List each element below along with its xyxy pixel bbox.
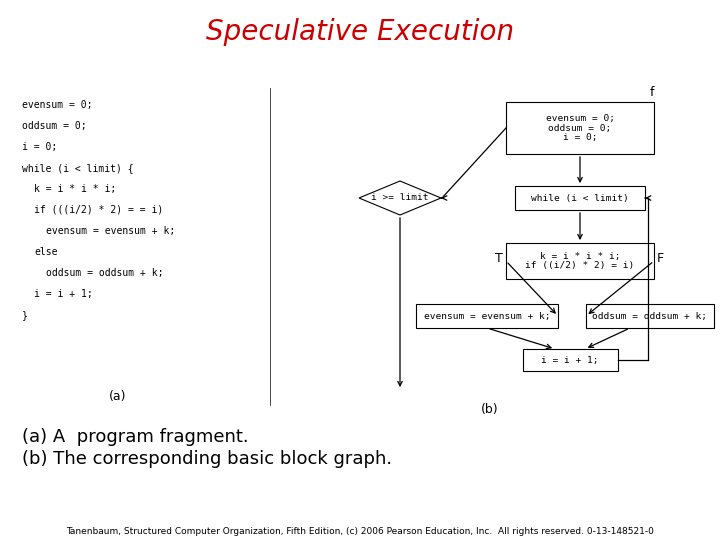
Text: oddsum = 0;: oddsum = 0; [22, 121, 86, 131]
Text: f: f [649, 86, 654, 99]
Text: Speculative Execution: Speculative Execution [206, 18, 514, 46]
Text: oddsum = oddsum + k;: oddsum = oddsum + k; [593, 312, 708, 321]
Text: oddsum = oddsum + k;: oddsum = oddsum + k; [46, 268, 163, 278]
Text: evensum = 0;: evensum = 0; [22, 100, 92, 110]
Text: i = i + 1;: i = i + 1; [541, 355, 599, 364]
Bar [506, 243, 654, 279]
Bar [416, 304, 558, 328]
Text: i = 0;: i = 0; [22, 142, 58, 152]
Text: oddsum = 0;: oddsum = 0; [549, 124, 611, 132]
Text: evensum = 0;: evensum = 0; [546, 114, 614, 123]
Text: (b) The corresponding basic block graph.: (b) The corresponding basic block graph. [22, 450, 392, 468]
Text: F: F [657, 253, 664, 266]
Bar [506, 102, 654, 154]
Bar [586, 304, 714, 328]
Text: else: else [34, 247, 58, 257]
Text: evensum = evensum + k;: evensum = evensum + k; [424, 312, 550, 321]
Text: if ((i/2) * 2) = i): if ((i/2) * 2) = i) [526, 261, 634, 270]
Text: evensum = evensum + k;: evensum = evensum + k; [46, 226, 175, 236]
Text: T: T [495, 253, 503, 266]
Text: if (((i/2) * 2) = = i): if (((i/2) * 2) = = i) [34, 205, 163, 215]
Bar [523, 349, 618, 371]
Bar [515, 186, 645, 210]
Text: Tanenbaum, Structured Computer Organization, Fifth Edition, (c) 2006 Pearson Edu: Tanenbaum, Structured Computer Organizat… [66, 527, 654, 536]
Text: while (i < limit) {: while (i < limit) { [22, 163, 134, 173]
Polygon shape [359, 181, 441, 215]
Text: (a) A  program fragment.: (a) A program fragment. [22, 428, 248, 446]
Text: i = i + 1;: i = i + 1; [34, 289, 93, 299]
Text: while (i < limit): while (i < limit) [531, 193, 629, 202]
Text: i = 0;: i = 0; [563, 133, 598, 142]
Text: k = i * i * i;: k = i * i * i; [34, 184, 116, 194]
Text: }: } [22, 310, 28, 320]
Text: (a): (a) [109, 390, 127, 403]
Text: k = i * i * i;: k = i * i * i; [540, 252, 620, 261]
Text: (b): (b) [481, 403, 499, 416]
Text: i >= limit: i >= limit [372, 193, 428, 202]
